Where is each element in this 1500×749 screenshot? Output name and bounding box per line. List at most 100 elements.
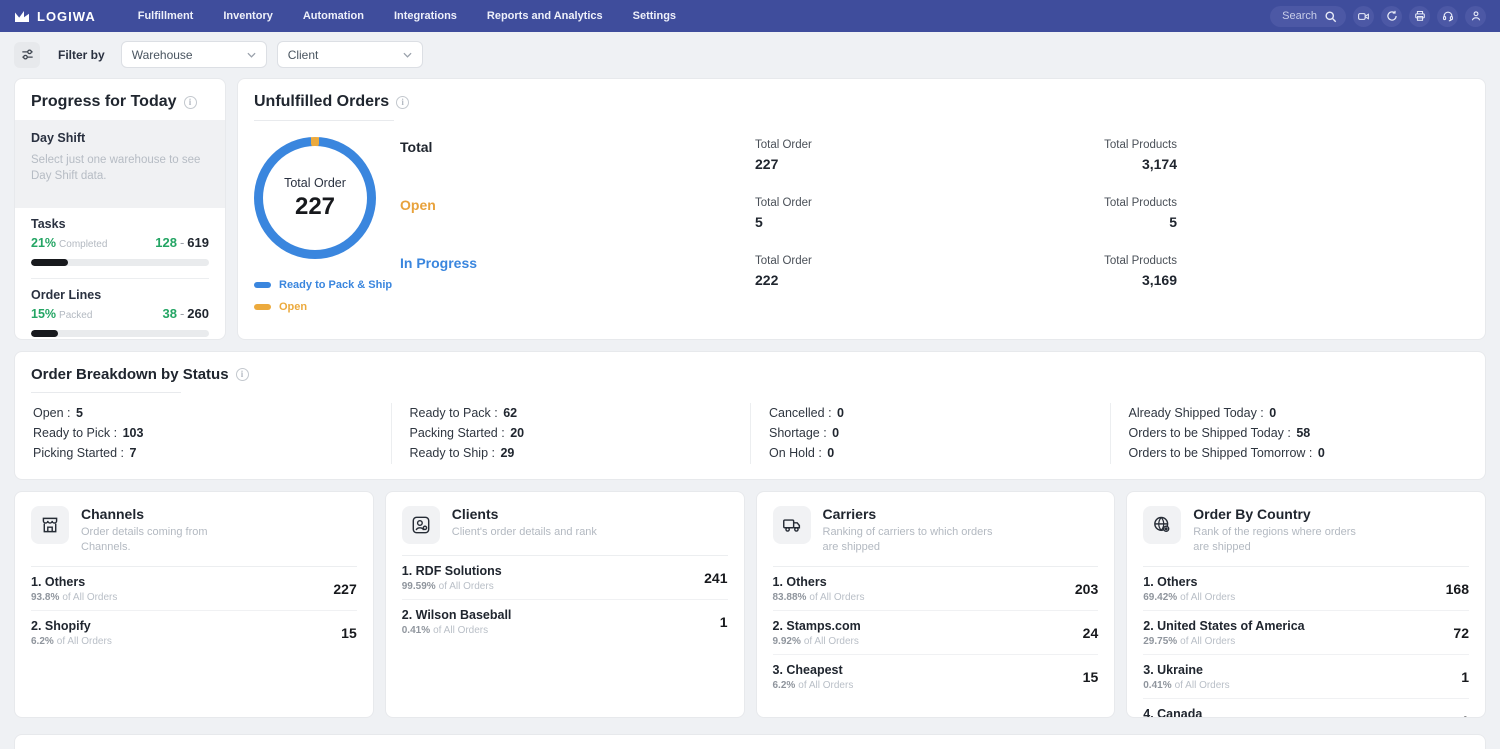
rank-percent-suffix: of All Orders bbox=[809, 591, 865, 603]
order-breakdown-card: Order Breakdown by Status i Open : 5 Rea… bbox=[14, 351, 1486, 481]
breakdown-column: Ready to Pack : 62 Packing Started : 20 … bbox=[390, 403, 751, 465]
metric-separator: - bbox=[179, 235, 185, 251]
donut-center-label: Total Order bbox=[284, 175, 346, 190]
client-select[interactable]: Client bbox=[276, 41, 423, 68]
rank-card-title: Order By Country bbox=[1193, 506, 1311, 523]
rank-item: 1. Others 83.88% of All Orders 203 bbox=[772, 567, 1099, 611]
row-status: In Progress bbox=[400, 255, 478, 271]
metric-percent: 21% bbox=[31, 236, 57, 251]
donut-legend: Ready to Pack & Ship Open bbox=[254, 279, 400, 313]
logiwa-logo[interactable]: LOGIWA bbox=[14, 9, 96, 24]
rank-item: 2. United States of America 29.75% of All… bbox=[1143, 611, 1469, 655]
total-products-value: 3,174 bbox=[1141, 156, 1177, 172]
jobs-card: Jobs You can manage and review the detai… bbox=[14, 734, 1486, 749]
unfulfilled-orders-card: Unfulfilled Orders i Total Order 227 bbox=[237, 78, 1486, 340]
metric-separator: - bbox=[179, 306, 185, 322]
metric-label: Order Lines bbox=[31, 288, 102, 303]
metric-qualifier: Packed bbox=[59, 310, 93, 322]
info-icon[interactable]: i bbox=[235, 368, 249, 381]
status-stat: On Hold : 0 bbox=[769, 445, 835, 460]
metric-order-lines: Order Lines 15% Packed 38-260 bbox=[31, 279, 209, 339]
support-button[interactable] bbox=[1437, 5, 1458, 27]
nav-item-inventory[interactable]: Inventory bbox=[223, 10, 273, 22]
rank-value: 241 bbox=[704, 570, 728, 587]
rank-percent: 29.75% bbox=[1143, 635, 1178, 647]
rank-name: 2. Stamps.com bbox=[772, 618, 861, 633]
nav-actions: Search bbox=[1270, 5, 1486, 27]
rank-value: 24 bbox=[1082, 624, 1099, 641]
rank-value: 168 bbox=[1445, 580, 1469, 597]
status-stat: Ready to Pick : 103 bbox=[33, 425, 144, 440]
rank-percent-suffix: of All Orders bbox=[803, 635, 859, 647]
rank-card-subtitle: Ranking of carriers to which orders are … bbox=[822, 526, 993, 554]
rank-value: 1 bbox=[1461, 713, 1469, 717]
day-shift-title: Day Shift bbox=[31, 131, 86, 145]
search-button[interactable]: Search bbox=[1270, 5, 1346, 27]
nav-item-reports-analytics[interactable]: Reports and Analytics bbox=[486, 10, 603, 22]
progress-for-today-card: Progress for Today i Day Shift Select ju… bbox=[14, 78, 226, 340]
breakdown-column: Open : 5 Ready to Pick : 103 Picking Sta… bbox=[31, 403, 391, 464]
legend-label: Open bbox=[279, 301, 308, 313]
metric-tasks: Tasks 21% Completed 128-619 bbox=[31, 208, 209, 280]
nav-item-automation[interactable]: Automation bbox=[302, 10, 364, 22]
nav-item-fulfillment[interactable]: Fulfillment bbox=[137, 10, 194, 22]
rank-percent: 93.8% bbox=[31, 591, 60, 603]
info-icon[interactable]: i bbox=[183, 95, 197, 109]
unfulfilled-row-in-progress: In Progress Total Order 222 Total Product… bbox=[400, 255, 1469, 288]
filter-settings-button[interactable] bbox=[14, 41, 40, 68]
total-order-value: 227 bbox=[755, 156, 779, 172]
legend-item: Ready to Pack & Ship bbox=[254, 279, 400, 291]
rank-percent-suffix: of All Orders bbox=[798, 679, 854, 691]
rank-percent: 69.42% bbox=[1143, 591, 1178, 603]
total-products-value: 5 bbox=[1169, 214, 1177, 230]
clients-card: Clients Client's order details and rank … bbox=[384, 491, 745, 719]
rank-name: 4. Canada bbox=[1143, 706, 1203, 719]
clients-icon bbox=[401, 506, 440, 545]
rank-value: 203 bbox=[1074, 580, 1099, 597]
search-icon bbox=[1324, 10, 1337, 23]
info-icon[interactable]: i bbox=[396, 95, 410, 109]
rank-percent: 6.2% bbox=[31, 635, 54, 647]
warehouse-select-value: Warehouse bbox=[131, 47, 193, 62]
rank-percent: 6.2% bbox=[772, 679, 796, 691]
rank-name: 1. Others bbox=[31, 574, 86, 589]
print-button[interactable] bbox=[1409, 5, 1430, 27]
order-by-country-card: Order By Country Rank of the regions whe… bbox=[1126, 491, 1486, 719]
rank-percent-suffix: of All Orders bbox=[438, 581, 494, 593]
metric-label: Tasks bbox=[31, 217, 66, 232]
history-button[interactable] bbox=[1381, 5, 1402, 27]
video-button[interactable] bbox=[1353, 5, 1374, 27]
rank-item: 2. Wilson Baseball 0.41% of All Orders 1 bbox=[402, 600, 728, 643]
rank-percent: 9.92% bbox=[772, 635, 801, 647]
profile-button[interactable] bbox=[1465, 5, 1486, 27]
status-stat: Ready to Pack : 62 bbox=[409, 406, 518, 420]
rank-card-subtitle: Order details coming from Channels. bbox=[81, 526, 208, 554]
sliders-icon bbox=[20, 47, 35, 62]
rank-name: 2. Wilson Baseball bbox=[401, 608, 512, 623]
status-stat: Open : 5 bbox=[33, 406, 83, 420]
day-shift-panel: Day Shift Select just one warehouse to s… bbox=[15, 120, 225, 209]
rank-percent-suffix: of All Orders bbox=[62, 591, 118, 603]
rank-value: 15 bbox=[1082, 668, 1099, 685]
warehouse-select[interactable]: Warehouse bbox=[120, 41, 267, 68]
row-status: Open bbox=[400, 197, 436, 213]
breakdown-column: Already Shipped Today : 0 Orders to be S… bbox=[1109, 403, 1470, 465]
total-products-label: Total Products bbox=[1104, 139, 1177, 151]
metric-done: 38 bbox=[162, 306, 177, 322]
chevron-down-icon bbox=[403, 52, 412, 58]
rank-percent-suffix: of All Orders bbox=[433, 625, 489, 637]
rank-item: 4. Canada 0.41%of All Orders 1 bbox=[1143, 699, 1469, 719]
nav-item-integrations[interactable]: Integrations bbox=[393, 10, 457, 22]
rank-value: 1 bbox=[719, 614, 728, 631]
legend-item: Open bbox=[254, 301, 400, 313]
nav-item-settings[interactable]: Settings bbox=[632, 10, 677, 22]
rank-name: 3. Cheapest bbox=[772, 662, 843, 677]
rank-card-title: Channels bbox=[81, 506, 145, 523]
progress-title: Progress for Today bbox=[31, 93, 177, 110]
storefront-icon bbox=[31, 506, 69, 545]
progress-bar bbox=[31, 259, 209, 267]
status-stat: Ready to Ship : 29 bbox=[409, 445, 515, 460]
rank-percent-suffix: of All Orders bbox=[1180, 591, 1236, 603]
rank-value: 1 bbox=[1461, 668, 1469, 685]
rank-item: 1. Others 93.8% of All Orders 227 bbox=[31, 567, 357, 611]
